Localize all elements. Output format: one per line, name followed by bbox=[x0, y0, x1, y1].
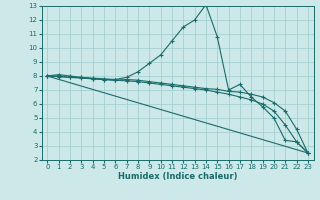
X-axis label: Humidex (Indice chaleur): Humidex (Indice chaleur) bbox=[118, 172, 237, 181]
